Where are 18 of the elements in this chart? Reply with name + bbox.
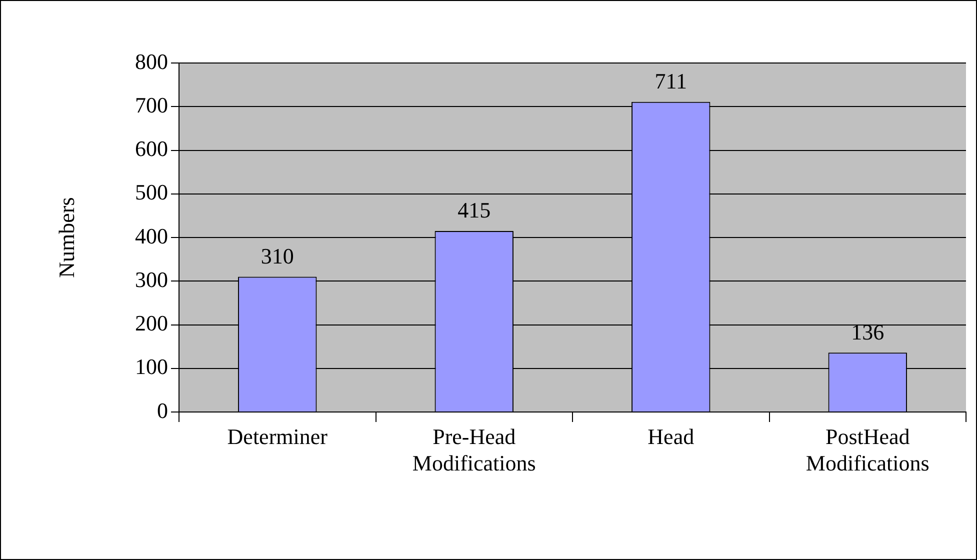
data-label: 136 (851, 319, 884, 344)
x-tick-label: Determiner (227, 424, 328, 449)
x-tick-label: Head (648, 424, 694, 449)
data-label: 711 (654, 68, 687, 94)
x-tick-label: Pre-Head Modifications (412, 424, 536, 476)
y-tick-label: 0 (157, 398, 168, 423)
y-tick-label: 800 (135, 48, 168, 74)
y-tick-label: 400 (135, 223, 168, 248)
y-axis-title: Numbers (54, 197, 79, 278)
y-tick-label: 500 (135, 180, 168, 205)
y-tick-label: 700 (135, 92, 168, 118)
y-tick-label: 600 (135, 136, 168, 162)
data-label: 415 (458, 198, 491, 223)
y-tick-label: 100 (135, 354, 168, 380)
y-tick-label: 300 (135, 266, 168, 292)
data-label: 310 (260, 244, 294, 269)
x-tick-label: PostHead Modifications (806, 424, 930, 476)
y-tick-label: 200 (135, 310, 168, 336)
